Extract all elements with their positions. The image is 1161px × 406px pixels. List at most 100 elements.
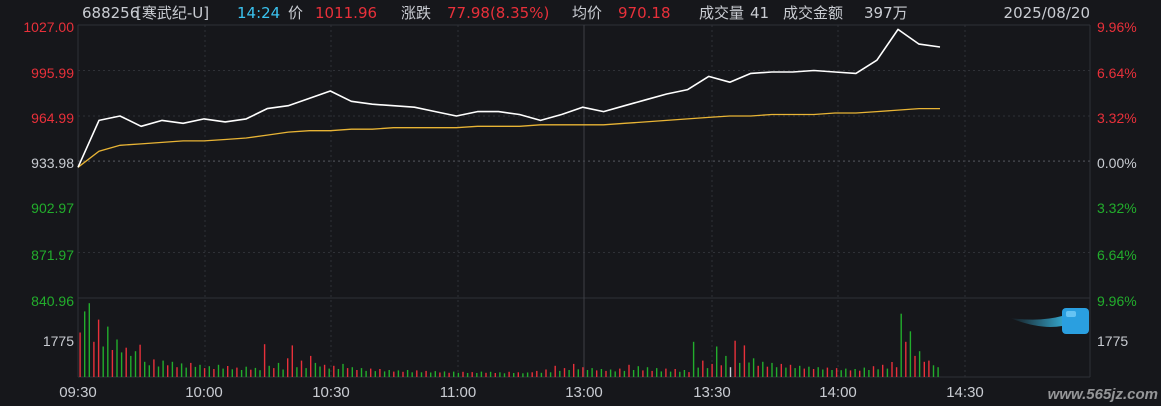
time-axis: 09:30 10:00 10:30 11:00 13:00 13:30 14:0… <box>59 384 984 401</box>
volume-bar <box>752 358 755 378</box>
volume-bar <box>356 370 358 377</box>
volume-bar <box>448 372 450 377</box>
volume-bar <box>895 367 898 377</box>
volume-bar <box>125 347 127 377</box>
volume-bar <box>582 367 584 377</box>
volume-bar <box>812 369 815 377</box>
volume-bar <box>425 370 427 377</box>
comet-icon <box>1010 308 1089 334</box>
volume-bar <box>623 370 626 377</box>
volume-bar <box>351 367 353 377</box>
volume-bar <box>803 368 805 377</box>
stock-code: 688256 <box>82 4 139 22</box>
volume-bar <box>263 344 266 377</box>
volume-bar <box>93 341 95 377</box>
left-volume-tick: 1775 <box>43 333 74 349</box>
volume-bar <box>914 355 916 377</box>
volume-bar <box>702 360 704 377</box>
volume-bar <box>642 370 644 377</box>
volume-bar <box>111 350 114 377</box>
time-tick-1000: 10:00 <box>185 384 223 401</box>
volume-bar <box>605 370 607 377</box>
volume-bar <box>859 370 861 377</box>
volume-bar <box>785 367 787 377</box>
volume-bar <box>831 370 833 377</box>
right-tick-6: 9.96% <box>1097 293 1137 309</box>
volume-bar <box>406 370 409 377</box>
volume-bar <box>559 370 561 377</box>
volume-bar <box>706 368 709 377</box>
volume-bar <box>333 365 335 378</box>
volume-bar <box>411 372 413 377</box>
grid <box>77 24 1091 378</box>
volume-bar <box>734 340 736 377</box>
volume-bar <box>522 373 524 378</box>
amount-label: 成交金额 <box>783 4 843 22</box>
volume-bar <box>370 368 372 377</box>
volume-bar <box>789 364 792 377</box>
volume-bar <box>817 367 819 377</box>
volume-bar <box>120 352 123 377</box>
right-percent-axis: 9.96% 6.64% 3.32% 0.00% 3.32% 6.64% 9.96… <box>1097 19 1137 349</box>
volume-bar <box>167 365 169 377</box>
volume-bar <box>342 363 344 377</box>
volume-bar <box>854 369 856 377</box>
volume-bar <box>379 369 381 377</box>
volume-bar <box>822 369 824 377</box>
volume-bar <box>489 371 492 377</box>
volume-bar <box>134 351 137 377</box>
volume-bar <box>337 369 340 377</box>
volume-bar <box>656 368 658 377</box>
volume-bar <box>157 366 160 377</box>
volume-bar <box>485 372 487 377</box>
volume-bar <box>462 371 464 377</box>
volume-bar <box>300 360 303 377</box>
volume-bar <box>88 303 90 377</box>
volume-bar <box>148 365 150 377</box>
volume-bar <box>739 362 741 377</box>
volume-bar <box>443 371 446 377</box>
volume-bar <box>476 373 478 377</box>
volume-bar <box>771 362 773 377</box>
volume-bar <box>891 362 893 377</box>
volume-bar <box>651 370 653 377</box>
volume-bar <box>508 371 510 377</box>
volume-bar <box>775 367 778 377</box>
volume-bar <box>923 361 925 377</box>
volume-bar <box>296 367 298 377</box>
volume-bar <box>845 368 847 377</box>
volume-bar <box>397 370 400 377</box>
right-volume-tick: 1775 <box>1097 333 1128 349</box>
header-date: 2025/08/20 <box>1004 4 1090 22</box>
right-tick-3: 0.00% <box>1097 155 1137 171</box>
volume-bar <box>190 362 192 377</box>
left-price-axis: 1027.00 995.99 964.99 933.98 902.97 871.… <box>23 19 74 349</box>
volume-bar <box>849 370 852 377</box>
volume-bar <box>665 368 667 377</box>
volume-bar <box>402 371 404 377</box>
volume-bar <box>388 370 390 377</box>
volume-bar <box>499 372 501 377</box>
volume-bar <box>217 364 220 377</box>
avg-value: 970.18 <box>618 4 671 22</box>
volume-bar <box>674 369 676 377</box>
volume-bar <box>536 370 538 377</box>
volume-bar <box>176 367 178 377</box>
volume-bar <box>434 371 436 377</box>
volume-bar <box>503 373 506 378</box>
price-line <box>77 28 941 168</box>
volume-bar <box>540 372 543 377</box>
volume-bar <box>517 372 519 377</box>
avg-price-line <box>77 107 940 168</box>
volume-bar <box>573 363 575 377</box>
volume-value: 41 <box>750 4 769 22</box>
volume-bar <box>549 372 552 377</box>
volume-bar <box>203 368 206 377</box>
volume-bar <box>250 369 252 377</box>
time-tick-1330: 13:30 <box>693 384 731 401</box>
header-time: 14:24 <box>237 4 280 22</box>
volume-bar <box>254 367 257 377</box>
volume-bar <box>107 326 109 377</box>
volume-bar <box>697 367 699 377</box>
volume-bar <box>305 368 307 377</box>
